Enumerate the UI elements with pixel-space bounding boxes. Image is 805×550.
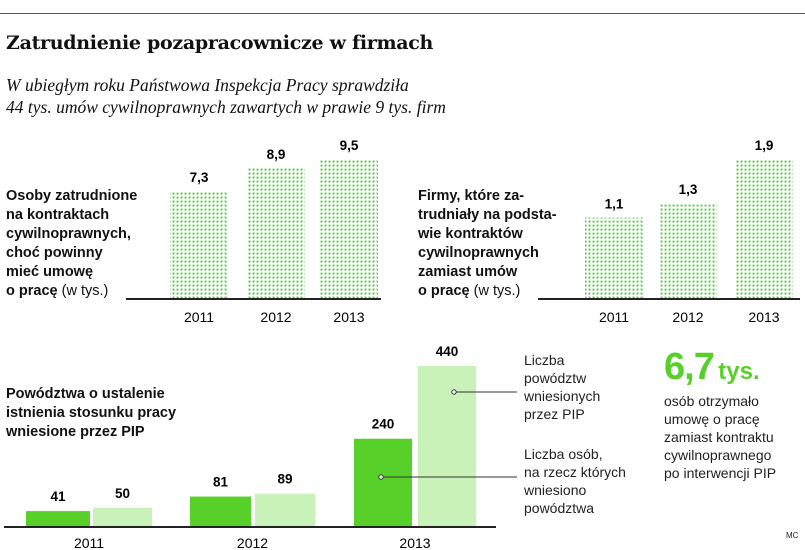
chart2-tick-label: 2013 — [748, 309, 779, 325]
chart2-label: Firmy, które za- trudniały na podsta- wi… — [418, 187, 557, 301]
chart2-label-line: trudniały na podsta- — [418, 207, 557, 223]
chart1-label-line: choć powinny — [6, 245, 103, 261]
chart1-tick-label: 2011 — [184, 309, 214, 325]
top-rule — [0, 13, 805, 14]
highlight-desc-line: umowę o pracę — [664, 411, 760, 427]
unit-label: (w tys.) — [61, 283, 109, 299]
chart3-bar-light-2013 — [418, 366, 476, 526]
chart3-label-line: wniesione przez PIP — [6, 424, 145, 440]
chart2-bar-2011 — [585, 217, 643, 298]
chart3-label: Powództwa o ustalenie istnienia stosunku… — [6, 385, 176, 442]
chart1-label-line: o pracę (w tys.) — [6, 283, 109, 299]
chart3-bar-dark-2012 — [190, 496, 251, 526]
chart2-bar-2012 — [659, 202, 717, 298]
chart2-tick-label: 2012 — [672, 309, 703, 325]
chart3-value-label: 240 — [372, 417, 395, 432]
subtitle: W ubiegłym roku Państwowa Inspekcja Prac… — [6, 74, 566, 118]
chart3-tick-label: 2013 — [399, 535, 430, 550]
chart2-value-label: 1,3 — [679, 182, 698, 197]
highlight-unit: tys. — [718, 358, 760, 385]
chart1-tick-label: 2012 — [260, 309, 291, 325]
chart3-tick-label: 2011 — [74, 535, 104, 550]
chart1-label-line: na kontraktach — [6, 207, 110, 223]
chart1-baseline — [126, 298, 381, 300]
chart1-label: Osoby zatrudnione na kontraktach cywilno… — [6, 187, 137, 301]
chart3-value-label: 41 — [50, 489, 66, 504]
chart2-bar-2013 — [735, 159, 793, 298]
page-title: Zatrudnienie pozapracownicze w firmach — [6, 32, 434, 54]
chart3-bar-light-2012 — [255, 493, 315, 526]
chart2-baseline — [538, 298, 800, 300]
highlight-value: 6,7 tys. — [664, 346, 760, 389]
highlight-desc-line: cywilnoprawnego — [664, 447, 772, 463]
chart3-tick-label: 2012 — [237, 535, 268, 550]
highlight-number: 6,7 — [664, 346, 715, 388]
legend-light-line: powództw — [524, 370, 587, 386]
legend-light: Liczba powództw wniesionych przez PIP — [524, 351, 600, 423]
chart3-value-label: 50 — [115, 486, 130, 501]
chart2-value-label: 1,1 — [605, 197, 624, 212]
chart1-tick-label: 2013 — [333, 309, 364, 325]
chart1-value-label: 8,9 — [267, 147, 286, 162]
chart2-label-line: zamiast umów — [418, 264, 518, 280]
chart2-label-line: cywilnoprawnych — [418, 245, 539, 261]
chart1-label-line: mieć umowę — [6, 264, 94, 280]
chart2-label-line: wie kontraktów — [418, 226, 523, 242]
highlight-desc-line: po interwencji PIP — [664, 465, 777, 481]
highlight-description: osób otrzymało umowę o pracę zamiast kon… — [664, 392, 776, 482]
highlight-desc-line: zamiast kontraktu — [664, 429, 774, 445]
chart3-value-label: 440 — [436, 344, 459, 359]
chart2-tick-label: 2011 — [599, 309, 629, 325]
chart3-bar-light-2011 — [93, 507, 152, 526]
chart3-value-label: 81 — [213, 475, 229, 490]
chart1-label-line: cywilnoprawnych, — [6, 226, 131, 242]
legend-dark-line: Liczba osób, — [524, 446, 603, 462]
chart3-baseline — [4, 526, 496, 528]
chart2-label-line: Firmy, które za- — [418, 188, 525, 204]
legend-dark-marker — [378, 474, 384, 480]
chart1-value-label: 9,5 — [340, 138, 359, 153]
chart3-bar-dark-2011 — [26, 511, 90, 526]
chart1-label-line: Osoby zatrudnione — [6, 188, 138, 204]
chart1-bar-2011 — [170, 191, 228, 298]
legend-light-marker — [451, 389, 457, 395]
legend-light-line: przez PIP — [524, 406, 585, 422]
chart3-bar-dark-2013 — [354, 438, 412, 526]
legend-light-line: wniesionych — [524, 388, 601, 404]
chart2-label-line: o pracę (w tys.) — [418, 283, 521, 299]
legend-dark-line: powództwa — [524, 500, 595, 516]
legend-light-line: Liczba — [524, 352, 565, 368]
chart1-bar-2012 — [247, 167, 305, 298]
highlight-desc-line: osób otrzymało — [664, 393, 759, 409]
legend-dark-line: na rzecz których — [524, 464, 626, 480]
chart1-value-label: 7,3 — [190, 170, 209, 185]
legend-dark: Liczba osób, na rzecz których wniesiono … — [524, 445, 626, 517]
subtitle-line: W ubiegłym roku Państwowa Inspekcja Prac… — [6, 75, 409, 95]
chart2-value-label: 1,9 — [755, 138, 774, 153]
chart3-label-line: Powództwa o ustalenie — [6, 386, 165, 402]
chart1-bar-2013 — [320, 159, 378, 298]
credit: MC — [786, 531, 799, 540]
legend-dark-line: wniesiono — [524, 482, 587, 498]
unit-label: (w tys.) — [473, 283, 521, 299]
subtitle-line: 44 tys. umów cywilnoprawnych zawartych w… — [6, 97, 446, 117]
chart3-label-line: istnienia stosunku pracy — [6, 405, 177, 421]
chart3-value-label: 89 — [277, 472, 292, 487]
